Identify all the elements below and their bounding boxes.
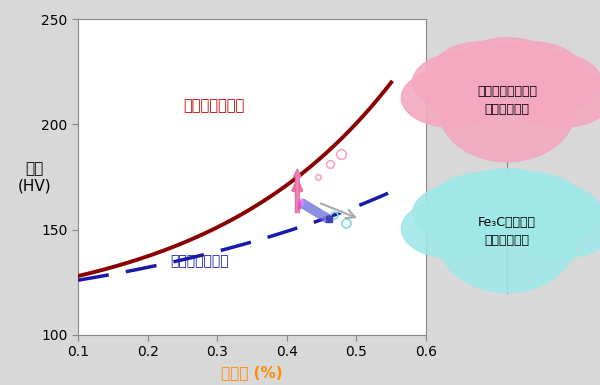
Text: 焼きならし硬さ: 焼きならし硬さ bbox=[183, 98, 244, 113]
X-axis label: 炭素量 (%): 炭素量 (%) bbox=[221, 365, 283, 380]
Y-axis label: 硬さ
(HV): 硬さ (HV) bbox=[17, 161, 51, 193]
Text: 炭素の一部固溶に
ともなう硬化: 炭素の一部固溶に ともなう硬化 bbox=[477, 85, 537, 116]
Text: 焼きなまし硬さ: 焼きなまし硬さ bbox=[170, 254, 229, 268]
Text: Fe₃Cの増加に
ともなう硬化: Fe₃Cの増加に ともなう硬化 bbox=[478, 216, 536, 246]
FancyArrow shape bbox=[293, 169, 301, 213]
